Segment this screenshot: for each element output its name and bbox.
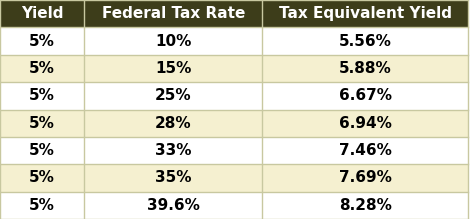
Bar [262,27,468,55]
Bar [84,0,262,27]
Text: 35%: 35% [155,170,191,185]
Text: Federal Tax Rate: Federal Tax Rate [101,6,245,21]
Text: 5%: 5% [29,143,55,158]
Bar [84,27,262,55]
Text: 8.28%: 8.28% [339,198,392,213]
Text: 5%: 5% [29,198,55,213]
Bar [84,192,262,219]
Text: 7.69%: 7.69% [339,170,392,185]
Bar [262,55,468,82]
Bar [262,192,468,219]
Bar [0,27,84,55]
Bar [84,110,262,137]
Bar [84,137,262,164]
Bar [0,164,84,192]
Text: 5%: 5% [29,116,55,131]
Text: 39.6%: 39.6% [147,198,200,213]
Bar [262,137,468,164]
Text: Tax Equivalent Yield: Tax Equivalent Yield [279,6,452,21]
Text: 28%: 28% [155,116,191,131]
Text: 5%: 5% [29,34,55,49]
Text: 6.94%: 6.94% [339,116,392,131]
Text: Yield: Yield [21,6,64,21]
Text: 5.88%: 5.88% [339,61,392,76]
Bar [84,164,262,192]
Bar [84,82,262,110]
Bar [0,55,84,82]
Bar [262,0,468,27]
Text: 10%: 10% [155,34,191,49]
Text: 5%: 5% [29,61,55,76]
Bar [0,110,84,137]
Bar [0,192,84,219]
Text: 6.67%: 6.67% [339,88,392,103]
Bar [262,110,468,137]
Text: 15%: 15% [155,61,191,76]
Text: 33%: 33% [155,143,191,158]
Bar [84,55,262,82]
Text: 5%: 5% [29,170,55,185]
Bar [0,0,84,27]
Bar [0,137,84,164]
Text: 7.46%: 7.46% [339,143,392,158]
Bar [0,82,84,110]
Text: 5%: 5% [29,88,55,103]
Text: 25%: 25% [155,88,191,103]
Bar [262,164,468,192]
Bar [262,82,468,110]
Text: 5.56%: 5.56% [339,34,392,49]
